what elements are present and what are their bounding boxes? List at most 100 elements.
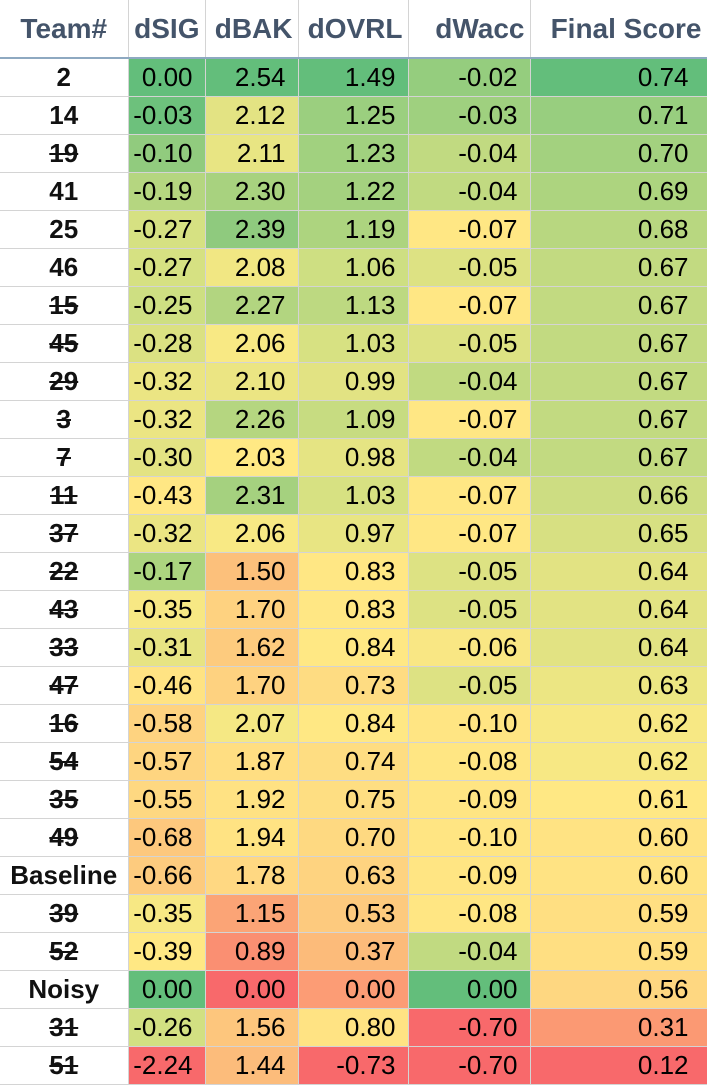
- dsig-cell[interactable]: -0.19: [128, 172, 206, 211]
- final-score-cell[interactable]: 0.60: [530, 818, 707, 857]
- dwacc-cell[interactable]: -0.07: [408, 210, 531, 249]
- dbak-cell[interactable]: 1.87: [205, 742, 299, 781]
- dsig-cell[interactable]: -0.35: [128, 894, 206, 933]
- dsig-cell[interactable]: -0.10: [128, 134, 206, 173]
- dwacc-cell[interactable]: -0.10: [408, 818, 531, 857]
- dbak-cell[interactable]: 2.31: [205, 476, 299, 515]
- dovrl-cell[interactable]: 0.74: [298, 742, 409, 781]
- dovrl-cell[interactable]: 0.84: [298, 628, 409, 667]
- team-cell[interactable]: 43: [0, 590, 129, 629]
- team-cell[interactable]: 52: [0, 932, 129, 971]
- dbak-cell[interactable]: 2.11: [205, 134, 299, 173]
- dwacc-cell[interactable]: -0.70: [408, 1008, 531, 1047]
- header-team[interactable]: Team#: [0, 0, 129, 59]
- dsig-cell[interactable]: -0.66: [128, 856, 206, 895]
- dovrl-cell[interactable]: 1.03: [298, 324, 409, 363]
- final-score-cell[interactable]: 0.61: [530, 780, 707, 819]
- dsig-cell[interactable]: -0.32: [128, 362, 206, 401]
- dbak-cell[interactable]: 2.06: [205, 514, 299, 553]
- team-cell[interactable]: 45: [0, 324, 129, 363]
- final-score-cell[interactable]: 0.68: [530, 210, 707, 249]
- final-score-cell[interactable]: 0.63: [530, 666, 707, 705]
- dbak-cell[interactable]: 1.94: [205, 818, 299, 857]
- dsig-cell[interactable]: -0.25: [128, 286, 206, 325]
- dwacc-cell[interactable]: -0.05: [408, 590, 531, 629]
- team-cell[interactable]: 16: [0, 704, 129, 743]
- dovrl-cell[interactable]: 0.97: [298, 514, 409, 553]
- dwacc-cell[interactable]: -0.04: [408, 362, 531, 401]
- team-cell[interactable]: 46: [0, 248, 129, 287]
- header-dwacc[interactable]: dWacc: [408, 0, 531, 59]
- dbak-cell[interactable]: 1.78: [205, 856, 299, 895]
- header-dsig[interactable]: dSIG: [128, 0, 206, 59]
- dwacc-cell[interactable]: -0.10: [408, 704, 531, 743]
- final-score-cell[interactable]: 0.71: [530, 96, 707, 135]
- dsig-cell[interactable]: -0.17: [128, 552, 206, 591]
- final-score-cell[interactable]: 0.74: [530, 58, 707, 97]
- final-score-cell[interactable]: 0.62: [530, 742, 707, 781]
- dbak-cell[interactable]: 2.27: [205, 286, 299, 325]
- dsig-cell[interactable]: -0.68: [128, 818, 206, 857]
- final-score-cell[interactable]: 0.64: [530, 590, 707, 629]
- dwacc-cell[interactable]: -0.04: [408, 134, 531, 173]
- dwacc-cell[interactable]: -0.07: [408, 514, 531, 553]
- dwacc-cell[interactable]: -0.07: [408, 400, 531, 439]
- dovrl-cell[interactable]: 0.83: [298, 552, 409, 591]
- dwacc-cell[interactable]: -0.04: [408, 438, 531, 477]
- dwacc-cell[interactable]: -0.08: [408, 742, 531, 781]
- team-cell[interactable]: Noisy: [0, 970, 129, 1009]
- team-cell[interactable]: 37: [0, 514, 129, 553]
- dovrl-cell[interactable]: 0.80: [298, 1008, 409, 1047]
- dbak-cell[interactable]: 2.10: [205, 362, 299, 401]
- dovrl-cell[interactable]: 0.63: [298, 856, 409, 895]
- dovrl-cell[interactable]: 1.03: [298, 476, 409, 515]
- dovrl-cell[interactable]: 0.37: [298, 932, 409, 971]
- final-score-cell[interactable]: 0.67: [530, 438, 707, 477]
- dsig-cell[interactable]: -0.57: [128, 742, 206, 781]
- dsig-cell[interactable]: -0.32: [128, 400, 206, 439]
- team-cell[interactable]: 39: [0, 894, 129, 933]
- dwacc-cell[interactable]: -0.07: [408, 476, 531, 515]
- dwacc-cell[interactable]: -0.70: [408, 1046, 531, 1085]
- dwacc-cell[interactable]: -0.08: [408, 894, 531, 933]
- header-dovrl[interactable]: dOVRL: [298, 0, 409, 59]
- final-score-cell[interactable]: 0.62: [530, 704, 707, 743]
- dwacc-cell[interactable]: -0.04: [408, 932, 531, 971]
- dovrl-cell[interactable]: 1.25: [298, 96, 409, 135]
- final-score-cell[interactable]: 0.70: [530, 134, 707, 173]
- dbak-cell[interactable]: 0.00: [205, 970, 299, 1009]
- dovrl-cell[interactable]: 0.99: [298, 362, 409, 401]
- header-final-score[interactable]: Final Score: [530, 0, 707, 59]
- team-cell[interactable]: 15: [0, 286, 129, 325]
- team-cell[interactable]: Baseline: [0, 856, 129, 895]
- dbak-cell[interactable]: 1.92: [205, 780, 299, 819]
- final-score-cell[interactable]: 0.64: [530, 552, 707, 591]
- dsig-cell[interactable]: -0.58: [128, 704, 206, 743]
- dwacc-cell[interactable]: -0.06: [408, 628, 531, 667]
- final-score-cell[interactable]: 0.59: [530, 894, 707, 933]
- dovrl-cell[interactable]: 1.13: [298, 286, 409, 325]
- dwacc-cell[interactable]: -0.05: [408, 248, 531, 287]
- dbak-cell[interactable]: 1.70: [205, 590, 299, 629]
- dsig-cell[interactable]: -0.35: [128, 590, 206, 629]
- dwacc-cell[interactable]: -0.07: [408, 286, 531, 325]
- final-score-cell[interactable]: 0.59: [530, 932, 707, 971]
- team-cell[interactable]: 33: [0, 628, 129, 667]
- dbak-cell[interactable]: 2.26: [205, 400, 299, 439]
- dovrl-cell[interactable]: 0.75: [298, 780, 409, 819]
- dovrl-cell[interactable]: 1.22: [298, 172, 409, 211]
- dsig-cell[interactable]: -0.27: [128, 248, 206, 287]
- team-cell[interactable]: 25: [0, 210, 129, 249]
- team-cell[interactable]: 29: [0, 362, 129, 401]
- dsig-cell[interactable]: -0.28: [128, 324, 206, 363]
- dwacc-cell[interactable]: -0.05: [408, 324, 531, 363]
- final-score-cell[interactable]: 0.67: [530, 362, 707, 401]
- dbak-cell[interactable]: 2.08: [205, 248, 299, 287]
- team-cell[interactable]: 3: [0, 400, 129, 439]
- dovrl-cell[interactable]: 1.06: [298, 248, 409, 287]
- dovrl-cell[interactable]: 0.98: [298, 438, 409, 477]
- dsig-cell[interactable]: -0.43: [128, 476, 206, 515]
- team-cell[interactable]: 41: [0, 172, 129, 211]
- team-cell[interactable]: 7: [0, 438, 129, 477]
- dsig-cell[interactable]: -0.27: [128, 210, 206, 249]
